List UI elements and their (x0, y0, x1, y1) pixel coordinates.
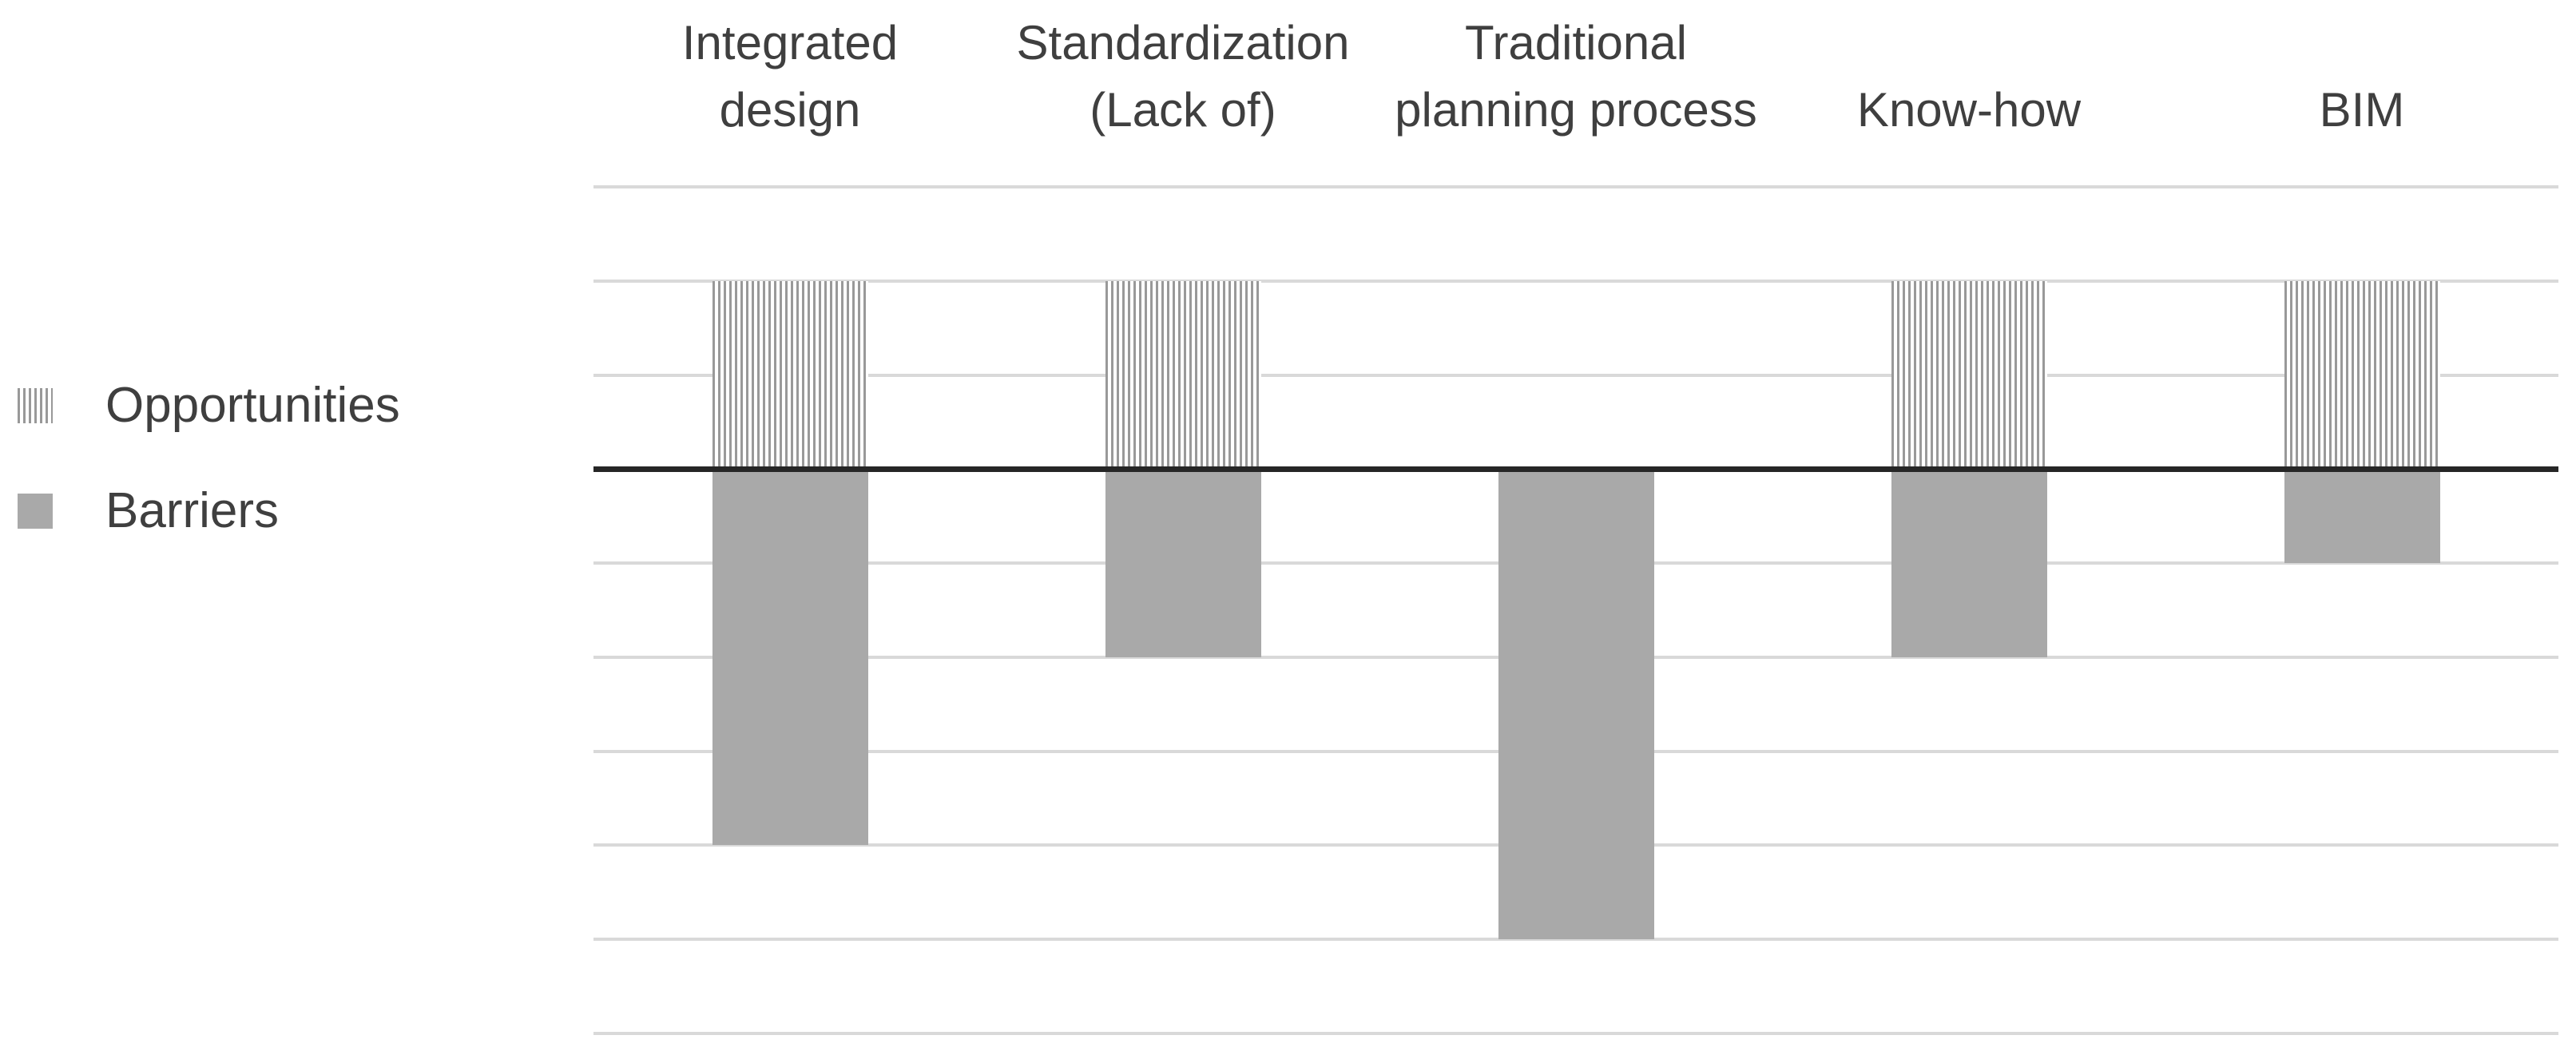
barriers-swatch-icon (18, 494, 53, 529)
opportunities-bar-standardization-lack-of (1105, 280, 1261, 470)
category-label: Know-how (1856, 83, 2082, 137)
legend-label-opportunities: Opportunities (105, 378, 400, 433)
barriers-bar-integrated-design (712, 469, 868, 846)
legend-item-opportunities: Opportunities (18, 381, 400, 430)
opportunities-swatch-icon (18, 388, 53, 423)
legend-label-barriers: Barriers (105, 483, 280, 538)
legend-item-barriers: Barriers (18, 486, 279, 536)
category-label: BIM (2319, 83, 2405, 137)
zero-axis-line (593, 466, 2558, 472)
category-label: Integrated design (681, 16, 899, 137)
barriers-bar-know-how (1891, 469, 2047, 657)
barriers-bar-standardization-lack-of (1105, 469, 1261, 657)
gridline (593, 1032, 2558, 1035)
gridline (593, 938, 2558, 942)
barriers-bar-bim (2284, 469, 2440, 564)
opportunities-bar-know-how (1891, 280, 2047, 470)
gridline (593, 185, 2558, 188)
category-label: Traditional planning process (1395, 16, 1757, 137)
opportunities-bar-bim (2284, 280, 2440, 470)
gridline (593, 279, 2558, 283)
gridline (593, 373, 2558, 377)
barriers-bar-traditional-planning-process (1498, 469, 1654, 940)
opportunities-bar-integrated-design (712, 280, 868, 470)
category-label: Standardization (Lack of) (1016, 16, 1350, 137)
